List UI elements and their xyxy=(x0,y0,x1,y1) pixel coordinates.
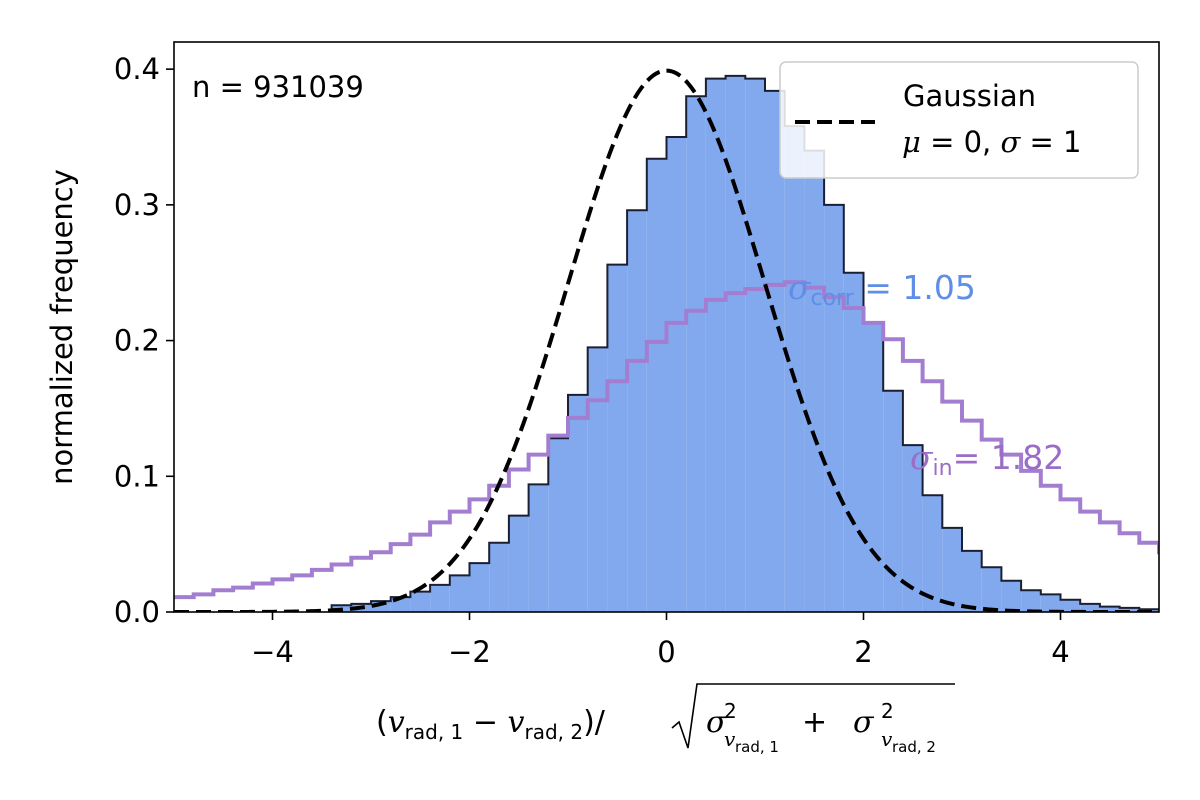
legend-sigma-value: = 1 xyxy=(1020,125,1081,159)
corrected-bar xyxy=(1080,603,1100,612)
y-tick-label: 0.3 xyxy=(114,188,160,222)
legend-mu-value: = 0, xyxy=(921,125,1001,159)
corrected-bar xyxy=(784,126,805,612)
corrected-bar xyxy=(508,515,529,612)
corrected-bar xyxy=(804,150,825,612)
sigma-in-value: = 1.82 xyxy=(953,438,1065,477)
xlab-close-paren-slash: )/ xyxy=(583,705,606,740)
xlab-sigma1-sub-rad: rad, 1 xyxy=(735,738,779,756)
xlab-v1: v xyxy=(388,705,405,740)
corrected-bar xyxy=(646,158,667,612)
corrected-bar xyxy=(371,601,391,612)
corrected-histogram xyxy=(330,74,1159,612)
corrected-bar xyxy=(587,347,608,612)
sigma-corr-annotation: σcorr = 1.05 xyxy=(788,268,976,311)
xlab-sigma2-sub-rad: rad, 2 xyxy=(892,738,936,756)
xlab-rad2-sub: rad, 2 xyxy=(524,720,583,744)
legend: Gaussian μ = 0, σ = 1 xyxy=(779,61,1139,179)
gaussian-curve xyxy=(174,68,1159,612)
corrected-bar xyxy=(902,445,923,612)
legend-box xyxy=(779,61,1139,179)
xlab-radical xyxy=(671,683,955,749)
corrected-bar xyxy=(528,484,549,612)
legend-params-label: μ = 0, σ = 1 xyxy=(902,125,1081,159)
x-tick-label: −4 xyxy=(251,635,294,669)
corrected-bar xyxy=(489,542,509,612)
corrected-bar xyxy=(548,438,568,612)
corrected-bar xyxy=(725,75,746,612)
corrected-bar xyxy=(942,527,962,612)
x-axis-ticks: −4 −2 0 2 4 xyxy=(251,612,1070,669)
xlab-open-paren: ( xyxy=(376,705,388,740)
sigma-corr-symbol: σ xyxy=(788,268,812,307)
n-count-label: n = 931039 xyxy=(192,70,364,104)
corrected-bar xyxy=(705,78,726,612)
xlab-minus: − xyxy=(463,705,507,740)
x-tick-label: 4 xyxy=(1051,635,1069,669)
y-axis-ticks: 0.0 0.1 0.2 0.3 0.4 xyxy=(114,52,174,629)
corrected-bar xyxy=(410,591,431,612)
y-tick-label: 0.4 xyxy=(114,52,160,86)
x-axis-label-numerator: (vrad, 1 − vrad, 2)/ xyxy=(376,705,606,744)
xlab-v2: v xyxy=(508,705,525,740)
corrected-bar xyxy=(627,210,647,612)
corrected-bar xyxy=(1060,599,1081,612)
legend-mu-symbol: μ xyxy=(902,125,921,159)
corrected-bar xyxy=(863,322,884,612)
xlab-plus: + xyxy=(802,705,827,740)
x-tick-label: 2 xyxy=(854,635,872,669)
corrected-bar xyxy=(745,78,765,612)
corrected-bar xyxy=(1040,594,1061,612)
x-tick-label: −2 xyxy=(448,635,491,669)
x-tick-label: 0 xyxy=(657,635,675,669)
sigma-in-annotation: σin= 1.82 xyxy=(910,438,1064,481)
corrected-bar xyxy=(1001,580,1022,612)
xlab-rad1-sub: rad, 1 xyxy=(405,720,464,744)
corrected-bar xyxy=(568,394,588,612)
xlab-sigma2-sub-v: v xyxy=(881,727,893,751)
corrected-bar xyxy=(607,264,628,612)
xlab-sigma2: σ xyxy=(853,705,875,740)
corrected-bar xyxy=(843,272,864,612)
y-axis-label: normalized frequency xyxy=(45,169,79,485)
y-tick-label: 0.1 xyxy=(114,459,160,493)
corrected-histogram-outline xyxy=(330,74,1159,612)
corrected-bar xyxy=(1021,590,1041,612)
corrected-bar xyxy=(449,575,470,612)
corrected-bar xyxy=(883,390,903,612)
corrected-bar xyxy=(469,563,490,612)
y-tick-label: 0.0 xyxy=(114,595,160,629)
sigma-in-subscript: in xyxy=(933,456,953,481)
corrected-bar xyxy=(824,204,844,612)
legend-sigma-symbol: σ xyxy=(1000,125,1021,159)
corrected-bar xyxy=(430,584,450,612)
y-tick-label: 0.2 xyxy=(114,324,160,358)
corrected-bar xyxy=(666,137,687,612)
sigma-corr-subscript: corr xyxy=(811,286,855,311)
corrected-bar xyxy=(981,567,1002,612)
xlab-sigma1-sub-v: v xyxy=(724,727,736,751)
corrected-bar xyxy=(962,550,982,612)
xlab-sigma2-sup: 2 xyxy=(881,699,894,723)
corrected-bar xyxy=(1099,606,1120,612)
corrected-bar xyxy=(686,96,706,612)
sigma-corr-value: = 1.05 xyxy=(854,268,976,307)
corrected-bar xyxy=(922,495,943,612)
plot-area xyxy=(174,68,1159,612)
legend-gaussian-label: Gaussian xyxy=(903,79,1036,113)
sigma-in-symbol: σ xyxy=(910,438,934,477)
x-axis-label: (vrad, 1 − vrad, 2)/ σ 2 v rad, 1 + σ 2 … xyxy=(376,683,955,756)
corrected-bar xyxy=(765,90,785,612)
corrected-bar xyxy=(1119,607,1140,612)
xlab-sigma1-sup: 2 xyxy=(724,699,737,723)
gaussian-line xyxy=(174,68,1159,612)
xlab-sigma1: σ xyxy=(706,705,728,740)
